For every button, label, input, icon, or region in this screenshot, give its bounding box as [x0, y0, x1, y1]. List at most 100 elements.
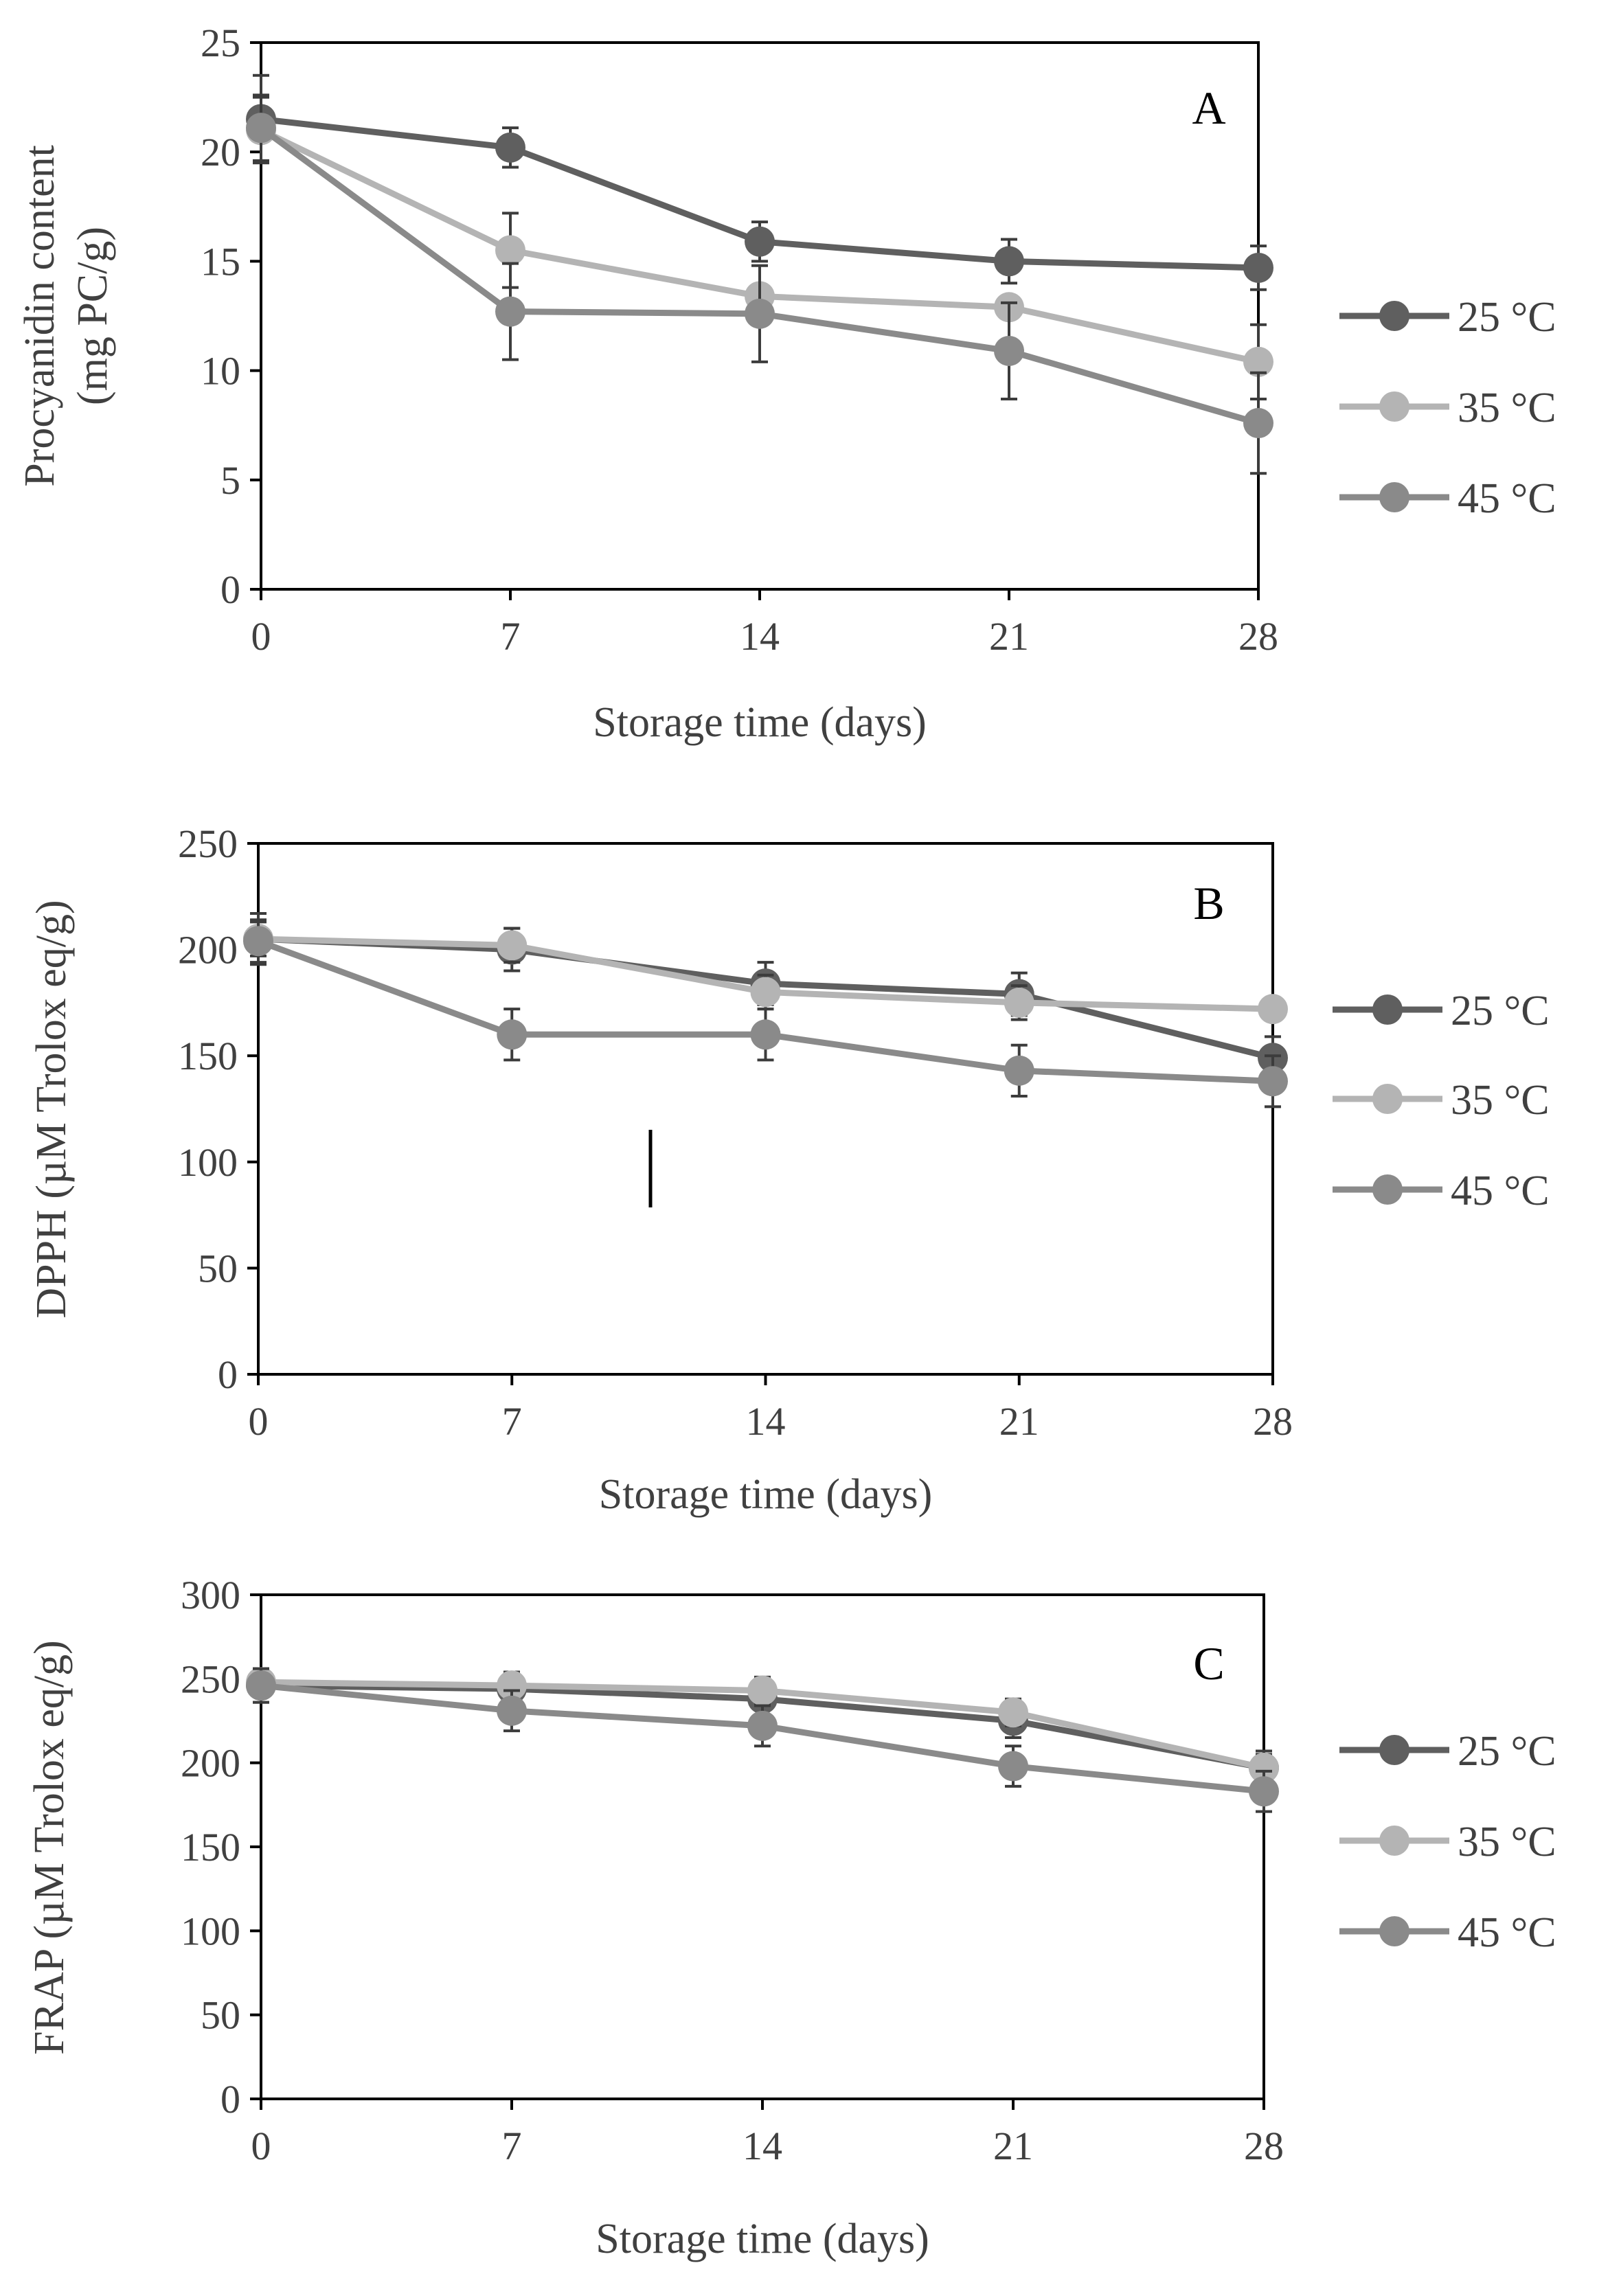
legend-item: 45 °C — [1339, 475, 1556, 522]
legend-marker — [1379, 1826, 1409, 1856]
series-45c — [243, 918, 1288, 1109]
legend-marker — [1372, 1084, 1403, 1114]
data-point — [998, 1697, 1028, 1728]
data-point — [1258, 1066, 1288, 1097]
data-point — [747, 1710, 778, 1741]
legend-marker — [1379, 1735, 1409, 1765]
plot-area-frame — [257, 842, 1274, 1376]
legend-marker — [1372, 1174, 1403, 1205]
y-tick-label: 5 — [220, 458, 240, 503]
data-point — [495, 132, 525, 163]
chart-panel-a: 0 5 10 15 20 25 0 7 14 21 28 Storage time (days) Pro… — [16, 21, 1556, 746]
legend-marker — [1379, 1916, 1409, 1946]
data-point — [243, 926, 273, 957]
legend-item: 25 °C — [1339, 1728, 1556, 1775]
x-tick-label: 14 — [743, 2124, 782, 2168]
series-35c — [243, 920, 1288, 1025]
data-point — [1004, 1055, 1034, 1086]
plot-area-frame — [260, 1593, 1265, 2100]
data-point — [497, 1695, 527, 1726]
data-point — [497, 1019, 528, 1050]
y-tick-label: 10 — [201, 349, 240, 394]
legend-item: 45 °C — [1339, 1909, 1556, 1956]
legend-item: 45 °C — [1333, 1168, 1550, 1214]
x-tick-label: 7 — [502, 2124, 522, 2168]
x-axis-label: Storage time (days) — [599, 1471, 933, 1518]
y-tick-label: 150 — [181, 1825, 240, 1869]
legend-label: 25 °C — [1458, 294, 1556, 341]
chart-panel-c: 0 50 100 150 200 250 300 0 7 14 21 28 Storage time (… — [26, 1573, 1556, 2262]
legend-label: 45 °C — [1458, 475, 1556, 522]
y-tick-label: 50 — [201, 1993, 240, 2038]
x-tick-label: 14 — [746, 1399, 786, 1444]
x-tick-label: 21 — [999, 1399, 1039, 1444]
data-point — [497, 1670, 527, 1701]
x-tick-label: 28 — [1238, 614, 1278, 659]
legend-label: 45 °C — [1458, 1909, 1556, 1956]
data-point — [1004, 987, 1034, 1018]
legend-label: 35 °C — [1458, 1819, 1556, 1865]
y-tick-label: 300 — [181, 1573, 240, 1617]
data-point — [1249, 1753, 1279, 1784]
data-point — [994, 335, 1024, 366]
legend-label: 25 °C — [1451, 988, 1550, 1034]
y-tick-label: 25 — [201, 21, 240, 65]
data-point — [246, 1670, 276, 1701]
data-point — [1249, 1776, 1279, 1807]
data-point — [1258, 994, 1288, 1025]
data-point — [495, 296, 525, 327]
y-tick-label: 150 — [178, 1034, 238, 1078]
series-45c — [246, 1667, 1279, 1813]
legend-item: 35 °C — [1333, 1077, 1550, 1124]
legend-item: 25 °C — [1339, 294, 1556, 341]
y-tick-label: 100 — [181, 1909, 240, 1953]
x-tick-label: 21 — [993, 2124, 1033, 2168]
legend-label: 25 °C — [1458, 1728, 1556, 1775]
y-tick-label: 200 — [178, 928, 238, 973]
data-point — [497, 930, 528, 961]
y-axis-label: DPPH (µM Trolox eq/g) — [28, 900, 75, 1318]
panel-label: B — [1193, 877, 1224, 929]
data-point — [994, 246, 1024, 277]
series-45c — [246, 93, 1273, 475]
x-tick-label: 0 — [251, 614, 271, 659]
legend-label: 45 °C — [1451, 1168, 1550, 1214]
panel-label: C — [1193, 1637, 1224, 1690]
x-tick-label: 28 — [1244, 2124, 1284, 2168]
legend-marker — [1379, 391, 1409, 422]
data-point — [750, 1019, 781, 1050]
legend-label: 35 °C — [1458, 385, 1556, 431]
y-tick-label: 100 — [178, 1140, 238, 1185]
panel-label: A — [1192, 82, 1225, 134]
series-25c — [246, 73, 1273, 291]
data-point — [246, 113, 276, 144]
y-tick-label: 0 — [220, 567, 240, 612]
data-point — [745, 298, 775, 329]
legend-label: 35 °C — [1451, 1077, 1550, 1124]
y-tick-label: 50 — [198, 1246, 238, 1291]
y-tick-label: 15 — [201, 239, 240, 284]
x-tick-label: 0 — [249, 1399, 269, 1444]
x-axis-label: Storage time (days) — [593, 699, 927, 746]
data-point — [747, 1675, 778, 1706]
y-axis-label: (mg PC/g) — [69, 227, 116, 405]
data-point — [750, 977, 781, 1008]
legend-item: 35 °C — [1339, 1819, 1556, 1865]
y-tick-label: 250 — [178, 821, 238, 866]
data-point — [998, 1751, 1028, 1782]
x-tick-label: 14 — [740, 614, 780, 659]
y-tick-label: 20 — [201, 130, 240, 174]
x-tick-label: 0 — [251, 2124, 271, 2168]
legend-item: 35 °C — [1339, 385, 1556, 431]
legend-marker — [1372, 994, 1403, 1025]
x-tick-label: 28 — [1253, 1399, 1293, 1444]
legend-marker — [1379, 482, 1409, 512]
data-point — [1243, 408, 1273, 439]
x-tick-label: 7 — [501, 614, 521, 659]
y-tick-label: 0 — [218, 1352, 238, 1397]
chart-panel-b: 0 50 100 150 200 250 0 7 14 21 28 Storage time (day… — [28, 821, 1550, 1518]
y-axis-label: FRAP (µM Trolox eq/g) — [26, 1640, 73, 2055]
data-point — [745, 226, 775, 257]
x-tick-label: 7 — [502, 1399, 522, 1444]
